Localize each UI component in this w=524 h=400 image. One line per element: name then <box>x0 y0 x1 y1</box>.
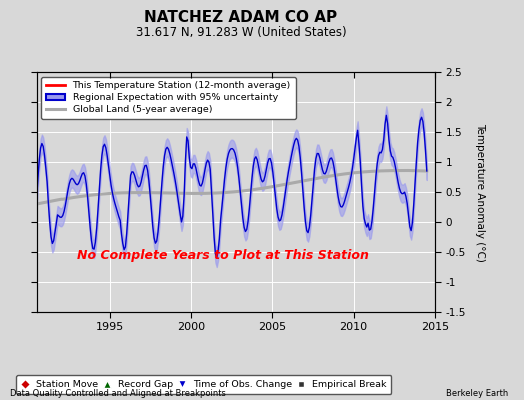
Text: Berkeley Earth: Berkeley Earth <box>446 389 508 398</box>
Text: NATCHEZ ADAM CO AP: NATCHEZ ADAM CO AP <box>145 10 337 25</box>
Legend: Station Move, Record Gap, Time of Obs. Change, Empirical Break: Station Move, Record Gap, Time of Obs. C… <box>16 375 391 394</box>
Text: No Complete Years to Plot at This Station: No Complete Years to Plot at This Statio… <box>77 249 368 262</box>
Text: Data Quality Controlled and Aligned at Breakpoints: Data Quality Controlled and Aligned at B… <box>10 389 226 398</box>
Y-axis label: Temperature Anomaly (°C): Temperature Anomaly (°C) <box>475 122 485 262</box>
Text: 31.617 N, 91.283 W (United States): 31.617 N, 91.283 W (United States) <box>136 26 346 39</box>
